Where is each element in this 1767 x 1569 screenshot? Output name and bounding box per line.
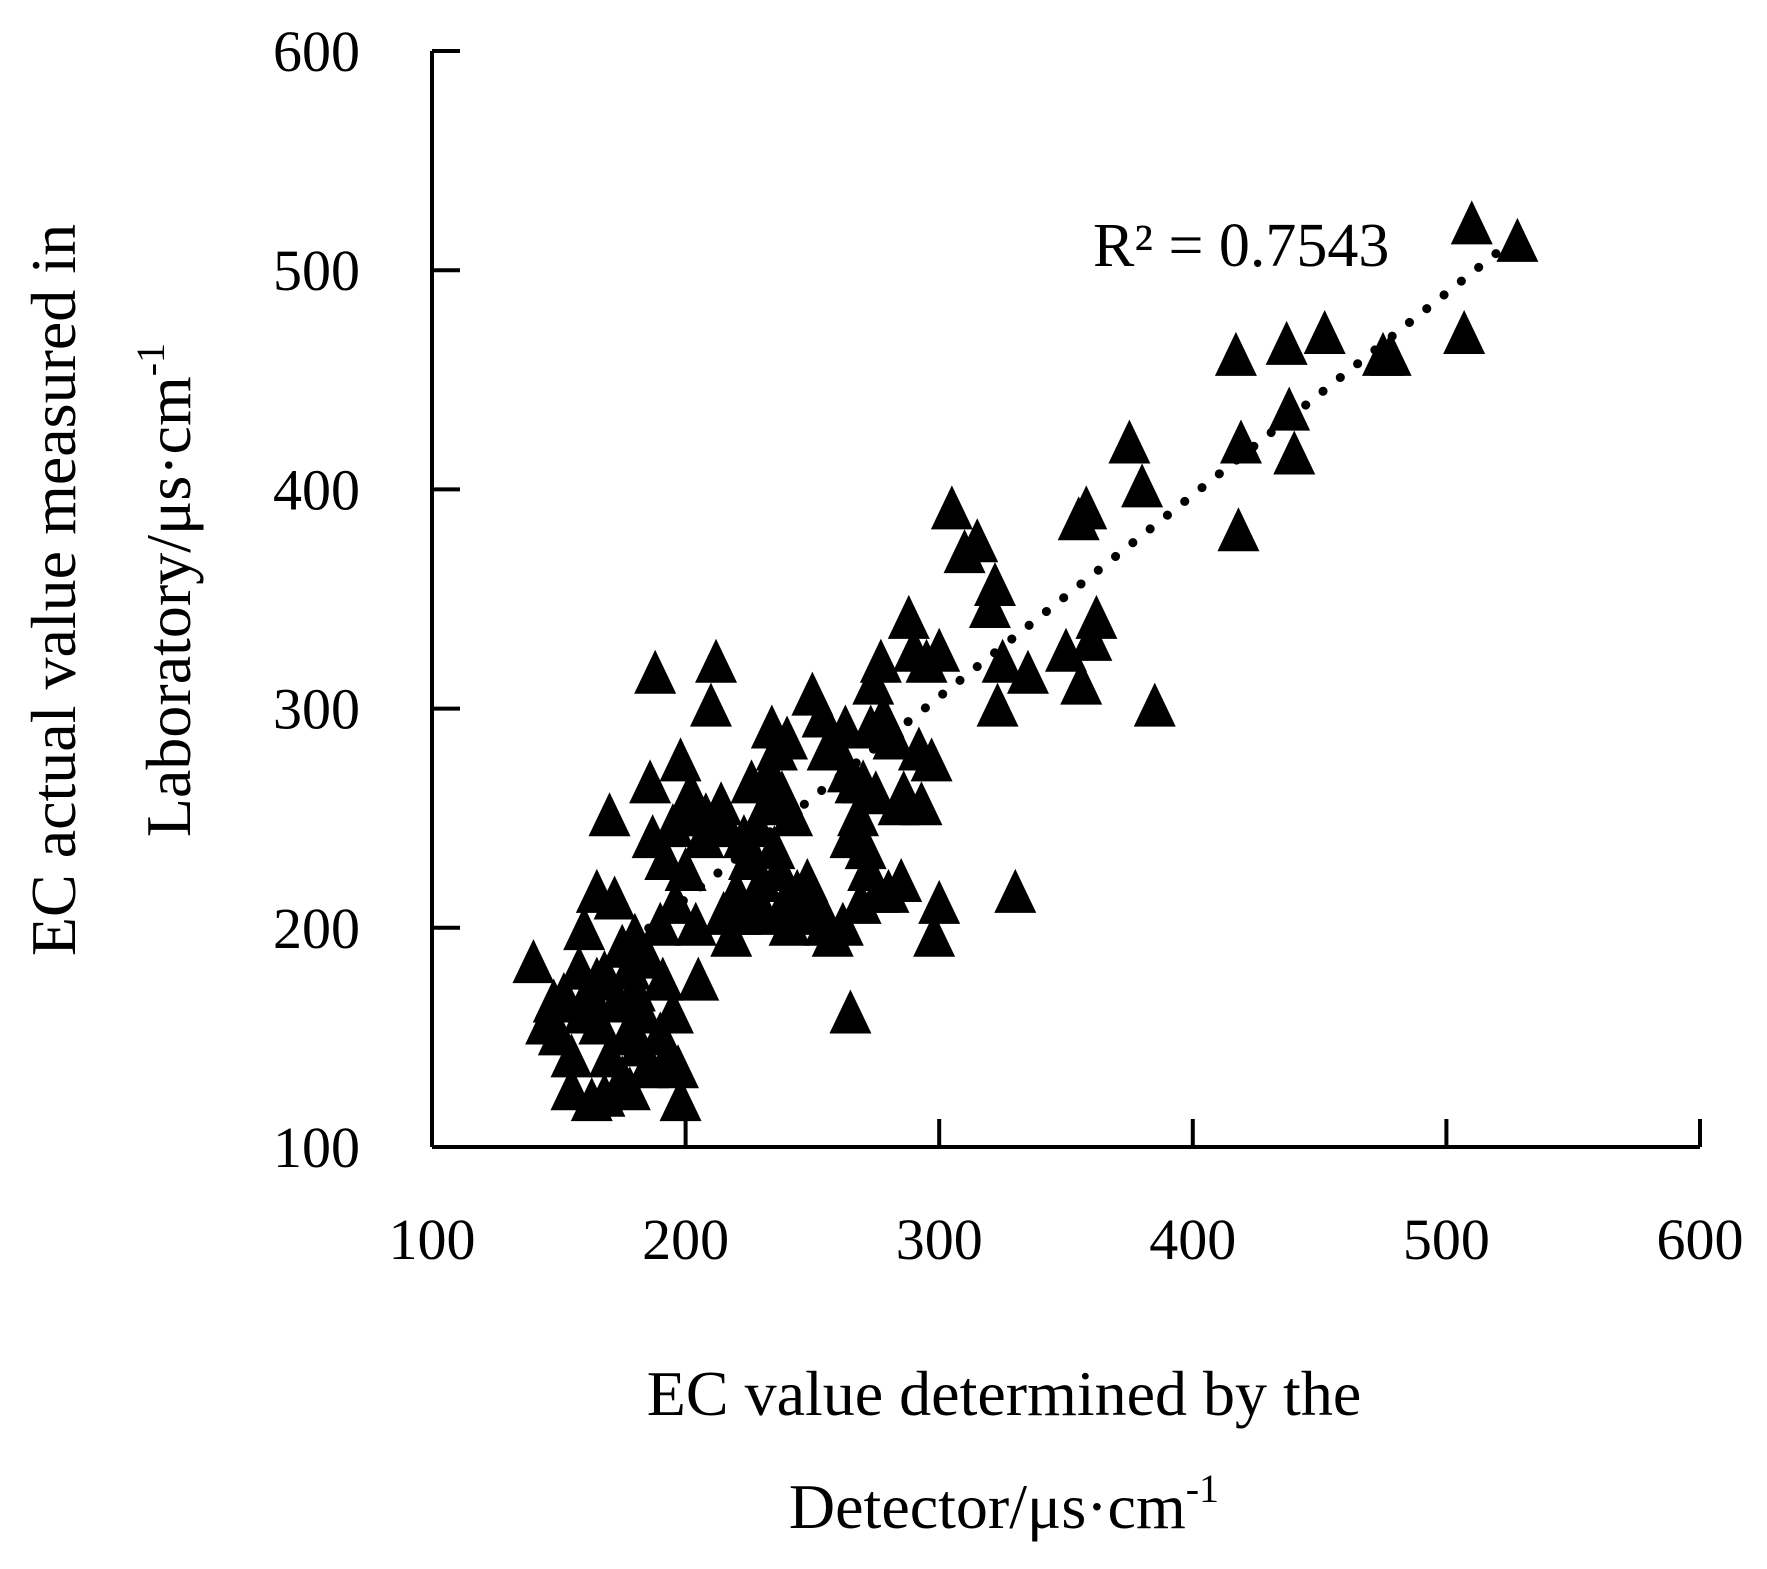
axes [430, 51, 1700, 1149]
data-point [1268, 386, 1311, 431]
data-point [1303, 309, 1346, 354]
x-axis-title-superscript: -1 [1186, 1466, 1219, 1511]
data-point [956, 518, 999, 563]
x-tick-label: 200 [642, 1207, 729, 1272]
data-point [1075, 594, 1118, 639]
data-point [664, 847, 707, 891]
data-point [887, 594, 930, 639]
y-tick-label: 200 [273, 896, 360, 961]
data-point [1060, 660, 1103, 705]
data-point [918, 879, 961, 924]
x-axis-title-line1: EC value determined by the [647, 1358, 1361, 1429]
y-tick-label: 400 [273, 457, 360, 522]
r-squared-annotation: R² = 0.7543 [1093, 212, 1389, 280]
x-tick-label: 300 [896, 1207, 983, 1272]
data-point [854, 770, 897, 815]
trendline [592, 248, 1502, 974]
x-axis-title-line2: Detector/μs·cm-1 [789, 1466, 1219, 1542]
data-point [1108, 419, 1151, 464]
data-point [753, 825, 796, 870]
data-point [641, 956, 684, 1001]
data-point [1006, 649, 1049, 694]
y-tick-label: 300 [273, 677, 360, 742]
x-tick-label: 100 [389, 1207, 476, 1272]
x-axis-title-text: Detector/μs·cm [789, 1471, 1186, 1542]
data-point [629, 759, 672, 804]
data-point [1369, 331, 1412, 376]
data-point [829, 989, 872, 1034]
trendline-dotted [592, 248, 1502, 974]
y-axis-title-line1: EC actual value measured in [18, 224, 89, 956]
data-point [677, 956, 720, 1001]
data-point [758, 847, 801, 891]
data-point [654, 879, 697, 924]
data-point [801, 693, 844, 738]
data-point [659, 737, 702, 782]
data-point [1443, 309, 1486, 354]
data-point [512, 939, 555, 984]
y-axis-title-superscript: -1 [128, 343, 173, 376]
data-point [563, 906, 606, 951]
x-tick-label: 400 [1149, 1207, 1236, 1272]
y-tick-label: 500 [273, 238, 360, 303]
data-point [634, 649, 677, 694]
data-point [1133, 682, 1176, 727]
data-point [1273, 430, 1316, 475]
data-point [1121, 463, 1164, 508]
y-axis-title-line1-group: EC actual value measured in [18, 224, 89, 956]
data-point [1450, 200, 1493, 245]
data-point [593, 875, 636, 920]
data-point [656, 1044, 699, 1089]
data-point [981, 638, 1024, 683]
data-point [621, 989, 664, 1034]
data-point [930, 485, 973, 530]
y-axis-title-line2-group: Laboratory/μs·cm-1 [128, 343, 204, 837]
data-point [880, 857, 923, 902]
data-point [1214, 331, 1257, 376]
data-point [695, 638, 738, 683]
data-point [859, 638, 902, 683]
data-point [1065, 485, 1108, 530]
data-point [900, 781, 943, 826]
x-tick-label: 500 [1403, 1207, 1490, 1272]
data-point [651, 989, 694, 1034]
data-point [844, 825, 887, 870]
x-tick-label: 600 [1657, 1207, 1744, 1272]
data-point [1219, 419, 1262, 464]
data-point [550, 1033, 593, 1078]
y-tick-label: 600 [273, 19, 360, 84]
data-point [588, 792, 631, 837]
data-point [973, 562, 1016, 607]
data-point [872, 715, 915, 760]
y-axis-title-text: Laboratory/μs·cm [133, 376, 204, 837]
data-point [913, 912, 956, 957]
data-point [1217, 507, 1260, 552]
data-point [700, 781, 743, 826]
data-point [1496, 217, 1539, 262]
data-point [1265, 320, 1308, 365]
data-point [689, 682, 732, 727]
data-point [994, 868, 1037, 913]
data-point [766, 715, 809, 760]
data-point [910, 737, 953, 782]
y-axis-title-line2: Laboratory/μs·cm-1 [128, 343, 204, 837]
data-point [918, 627, 961, 672]
data-point [659, 1077, 702, 1122]
data-point [976, 682, 1019, 727]
ticks: 100 200 300 400 500 600 100 200 300 400 500 600 [273, 19, 1744, 1272]
y-tick-label: 100 [273, 1115, 360, 1180]
data-point [771, 792, 814, 837]
data-points [512, 200, 1539, 1122]
